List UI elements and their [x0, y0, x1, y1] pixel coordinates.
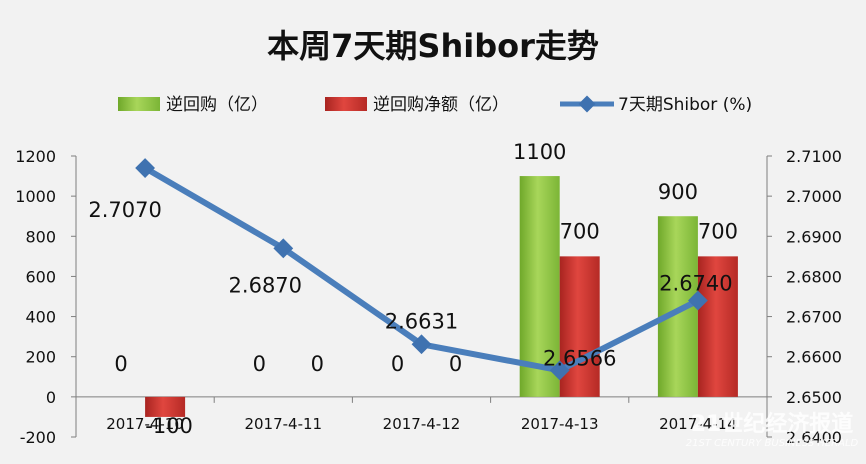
- y-right-tick-label: 2.6700: [786, 308, 842, 327]
- bar-net-reverse-repo: [145, 396, 186, 417]
- shibor-point-marker: [273, 238, 294, 259]
- shibor-point-marker: [549, 360, 570, 381]
- shibor-point-marker: [411, 334, 432, 355]
- bar-data-label: 0: [391, 352, 404, 376]
- legend-item-net-reverse-repo: 逆回购净额（亿）: [325, 95, 509, 115]
- shibor-point-marker: [688, 290, 708, 311]
- bar-data-label: -100: [145, 414, 193, 438]
- y-left-tick-label: 1000: [15, 187, 56, 206]
- x-tick-label: 2017-4-10: [106, 415, 184, 433]
- watermark-subtext: 21ST CENTURY BUSINESS HERALD: [686, 438, 859, 449]
- shibor-data-label: 2.6566: [543, 346, 616, 370]
- bar-data-label: 900: [658, 180, 698, 204]
- bar-data-label: 0: [114, 352, 127, 376]
- legend-item-reverse-repo: 逆回购（亿）: [118, 95, 268, 115]
- legend-swatch: [325, 97, 367, 111]
- y-right-tick-label: 2.7000: [786, 187, 842, 206]
- y-left-tick-label: -200: [20, 428, 56, 447]
- bar-net-reverse-repo: [559, 256, 600, 397]
- watermark-text: 21世纪经济报道: [691, 411, 854, 437]
- y-right-tick-label: 2.6800: [786, 267, 842, 286]
- y-right-tick-label: 2.6500: [786, 388, 842, 407]
- legend-item-shibor: 7天期Shibor (%): [560, 95, 752, 115]
- shibor-data-label: 2.6631: [385, 309, 458, 333]
- x-tick-label: 2017-4-13: [521, 415, 599, 433]
- y-right-tick-label: 2.7100: [786, 147, 842, 166]
- chart-title: 本周7天期Shibor走势: [267, 27, 599, 65]
- shibor-data-label: 2.7070: [88, 198, 161, 222]
- legend-label: 逆回购（亿）: [166, 95, 268, 115]
- bar-net-reverse-repo: [697, 256, 738, 397]
- y-left-tick-label: 400: [25, 308, 56, 327]
- y-left-tick-label: 800: [25, 227, 56, 246]
- axes: -200 0 200 400 600 800 1000 1200 2.6400 2.6500 2.6…: [15, 147, 842, 447]
- shibor-point-marker: [135, 158, 155, 178]
- watermark: 21世纪经济报道 21ST CENTURY BUSINESS HERALD: [686, 411, 859, 449]
- legend: 逆回购（亿） 逆回购净额（亿） 7天期Shibor (%): [118, 95, 752, 115]
- shibor-data-label: 2.6740: [659, 272, 732, 296]
- y-left-tick-label: 0: [46, 388, 56, 407]
- data-labels: 0 0 0 1100 900 -100 0 0 700 700 2.7070 2.6870 2.6631…: [88, 140, 738, 438]
- legend-swatch: [118, 97, 160, 111]
- bar-data-label: 1100: [513, 140, 566, 164]
- x-tick-label: 2017-4-11: [244, 415, 322, 433]
- y-left-tick-label: 1200: [15, 147, 56, 166]
- bar-data-label: 0: [253, 352, 266, 376]
- legend-swatch-marker: [578, 95, 596, 113]
- x-tick-label: 2017-4-14: [659, 415, 737, 433]
- y-left-tick-label: 200: [25, 348, 56, 367]
- y-right-tick-label: 2.6400: [786, 428, 842, 447]
- legend-label: 7天期Shibor (%): [618, 95, 752, 115]
- bar-data-label: 0: [311, 352, 324, 376]
- legend-label: 逆回购净额（亿）: [373, 95, 509, 115]
- y-right-tick-label: 2.6600: [786, 348, 842, 367]
- x-tick-label: 2017-4-12: [383, 415, 461, 433]
- y-right-tick-label: 2.6900: [786, 227, 842, 246]
- shibor-data-label: 2.6870: [229, 273, 302, 297]
- shibor-line: [135, 158, 708, 381]
- bar-reverse-repo: [519, 176, 560, 397]
- bar-data-label: 700: [560, 219, 600, 243]
- bar-data-label: 700: [698, 219, 738, 243]
- bar-data-label: 0: [449, 352, 462, 376]
- y-left-tick-label: 600: [25, 267, 56, 286]
